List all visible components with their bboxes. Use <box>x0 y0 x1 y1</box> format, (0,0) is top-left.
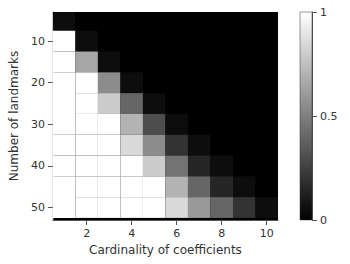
svg-text:20: 20 <box>31 76 45 89</box>
svg-text:Cardinality of coefficients: Cardinality of coefficients <box>89 243 242 257</box>
svg-text:2: 2 <box>83 227 90 240</box>
svg-text:8: 8 <box>218 227 225 240</box>
svg-text:50: 50 <box>31 201 45 214</box>
svg-text:0.5: 0.5 <box>320 110 338 123</box>
svg-text:10: 10 <box>260 227 274 240</box>
svg-text:40: 40 <box>31 159 45 172</box>
svg-text:0: 0 <box>320 214 327 227</box>
svg-text:1: 1 <box>320 6 327 19</box>
svg-text:4: 4 <box>128 227 135 240</box>
svg-text:Number of landmarks: Number of landmarks <box>7 51 21 182</box>
svg-text:10: 10 <box>31 35 45 48</box>
svg-text:6: 6 <box>173 227 180 240</box>
svg-text:30: 30 <box>31 118 45 131</box>
